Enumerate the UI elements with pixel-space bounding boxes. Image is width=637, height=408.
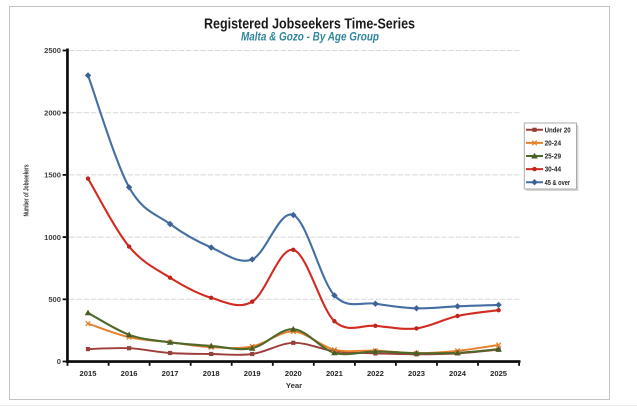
svg-text:2023: 2023 bbox=[408, 369, 425, 378]
svg-text:2025: 2025 bbox=[490, 369, 508, 378]
svg-text:2017: 2017 bbox=[162, 369, 179, 378]
svg-text:Malta & Gozo - By Age Group: Malta & Gozo - By Age Group bbox=[241, 30, 379, 44]
svg-text:500: 500 bbox=[48, 295, 61, 304]
svg-text:2500: 2500 bbox=[44, 46, 61, 55]
svg-text:2000: 2000 bbox=[44, 108, 61, 117]
svg-text:25-29: 25-29 bbox=[545, 152, 562, 161]
svg-text:2016: 2016 bbox=[121, 369, 138, 378]
svg-text:2018: 2018 bbox=[203, 369, 220, 378]
svg-text:45 & over: 45 & over bbox=[545, 178, 571, 187]
svg-text:2019: 2019 bbox=[244, 369, 261, 378]
svg-text:Number of Jobseekers: Number of Jobseekers bbox=[21, 165, 30, 217]
svg-text:1500: 1500 bbox=[44, 171, 61, 180]
svg-text:2020: 2020 bbox=[285, 369, 302, 378]
svg-text:1000: 1000 bbox=[44, 233, 61, 242]
svg-text:2015: 2015 bbox=[80, 369, 98, 378]
svg-text:20-24: 20-24 bbox=[545, 139, 562, 148]
svg-text:0: 0 bbox=[57, 357, 61, 366]
svg-text:2024: 2024 bbox=[449, 369, 467, 378]
svg-text:Year: Year bbox=[286, 381, 302, 390]
svg-text:2021: 2021 bbox=[326, 369, 344, 378]
svg-text:2022: 2022 bbox=[367, 369, 384, 378]
svg-text:Under 20: Under 20 bbox=[545, 125, 571, 134]
svg-text:Registered Jobseekers Time-Ser: Registered Jobseekers Time-Series bbox=[204, 16, 415, 33]
svg-text:30-44: 30-44 bbox=[545, 165, 562, 174]
